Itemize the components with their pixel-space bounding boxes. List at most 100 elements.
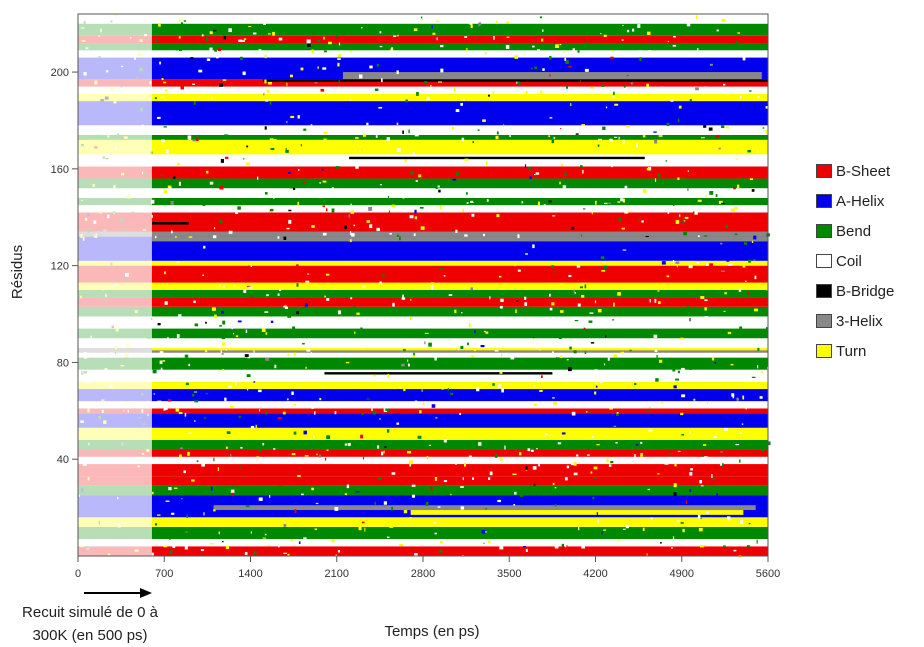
fluctuation-mark (287, 353, 290, 356)
fluctuation-mark (680, 337, 684, 340)
fluctuation-mark (159, 360, 163, 365)
fluctuation-mark (277, 417, 282, 420)
fluctuation-mark (403, 387, 406, 392)
fluctuation-mark (573, 350, 577, 354)
fluctuation-mark (711, 356, 715, 361)
fluctuation-mark (330, 127, 334, 131)
fluctuation-mark (369, 224, 373, 229)
fluctuation-mark (595, 382, 598, 384)
fluctuation-mark (350, 231, 352, 235)
fluctuation-mark (300, 67, 304, 71)
fluctuation-mark (257, 90, 260, 93)
fluctuation-mark (455, 109, 460, 113)
fluctuation-mark (622, 528, 626, 530)
fluctuation-mark (246, 145, 249, 148)
fluctuation-mark (659, 359, 663, 363)
fluctuation-mark (323, 138, 327, 141)
fluctuation-mark (177, 539, 182, 541)
fluctuation-mark (453, 88, 456, 92)
fluctuation-mark (554, 504, 557, 507)
fluctuation-mark (494, 350, 499, 352)
fluctuation-mark (186, 514, 188, 519)
fluctuation-mark (334, 411, 337, 415)
fluctuation-mark (509, 125, 512, 130)
fluctuation-mark (297, 474, 301, 478)
fluctuation-mark (266, 89, 270, 93)
fluctuation-mark (416, 91, 419, 96)
x-tick-label: 3500 (497, 568, 521, 580)
fluctuation-mark (615, 413, 619, 416)
fluctuation-mark (196, 138, 199, 142)
fluctuation-mark (264, 99, 269, 102)
y-tick-label: 160 (51, 164, 69, 176)
fluctuation-mark (278, 485, 282, 487)
fluctuation-mark (576, 264, 581, 268)
legend-item-coil: Coil (816, 246, 924, 276)
fluctuation-mark (700, 517, 702, 519)
fluctuation-mark (646, 167, 650, 171)
fluctuation-mark (610, 56, 614, 59)
fluctuation-mark (749, 178, 753, 180)
fluctuation-mark (160, 174, 164, 177)
fluctuation-mark (201, 464, 205, 467)
fluctuation-mark (300, 144, 302, 147)
fluctuation-mark (613, 91, 615, 96)
fluctuation-mark (721, 202, 725, 204)
annealing-arrow-head (140, 588, 152, 598)
fluctuation-mark (290, 74, 293, 78)
fluctuation-mark (159, 377, 163, 379)
fluctuation-mark (240, 446, 243, 449)
fluctuation-mark (533, 483, 536, 486)
fluctuation-mark (568, 357, 573, 362)
fluctuation-mark (551, 139, 555, 144)
fluctuation-mark (335, 35, 338, 37)
fluctuation-mark (540, 353, 545, 357)
fluctuation-mark (741, 423, 744, 425)
fluctuation-mark (485, 331, 489, 334)
fluctuation-mark (217, 467, 219, 471)
fluctuation-mark (184, 546, 188, 550)
fluctuation-mark (387, 139, 391, 141)
fluctuation-mark (430, 282, 434, 284)
fluctuation-mark (179, 454, 182, 458)
fluctuation-mark (360, 434, 364, 439)
fluctuation-mark (595, 385, 598, 388)
fluctuation-mark (609, 408, 613, 410)
fluctuation-mark (603, 34, 607, 37)
fluctuation-mark (290, 115, 295, 119)
fluctuation-mark (480, 344, 485, 348)
fluctuation-mark (527, 448, 531, 452)
fluctuation-mark (460, 102, 463, 106)
fluctuation-mark (573, 289, 575, 293)
fluctuation-mark (666, 275, 670, 278)
fluctuation-mark (723, 545, 726, 548)
fluctuation-mark (269, 208, 274, 212)
fluctuation-mark (687, 188, 689, 192)
fluctuation-mark (344, 225, 347, 230)
fluctuation-mark (273, 139, 277, 142)
fluctuation-mark (419, 308, 424, 312)
fluctuation-mark (570, 226, 575, 230)
fluctuation-mark (411, 358, 416, 362)
fluctuation-mark (219, 83, 223, 87)
residue-band-bend (78, 439, 768, 450)
fluctuation-mark (294, 405, 298, 408)
fluctuation-mark (704, 299, 708, 302)
fluctuation-mark (435, 86, 439, 89)
fluctuation-mark (722, 462, 724, 467)
fluctuation-mark (425, 501, 429, 506)
fluctuation-mark (232, 332, 235, 335)
fluctuation-mark (575, 133, 579, 135)
fluctuation-mark (243, 476, 245, 478)
legend-label-b-bridge: B-Bridge (836, 282, 895, 300)
fluctuation-mark (426, 456, 429, 460)
residue-band-b-sheet (78, 449, 768, 457)
fluctuation-mark (559, 181, 561, 185)
residue-band-bend (78, 357, 768, 370)
fluctuation-mark (721, 270, 726, 272)
fluctuation-mark (543, 204, 546, 207)
fluctuation-mark (268, 81, 272, 85)
fluctuation-mark (680, 522, 684, 524)
fluctuation-mark (529, 176, 532, 179)
fluctuation-mark (564, 477, 568, 481)
